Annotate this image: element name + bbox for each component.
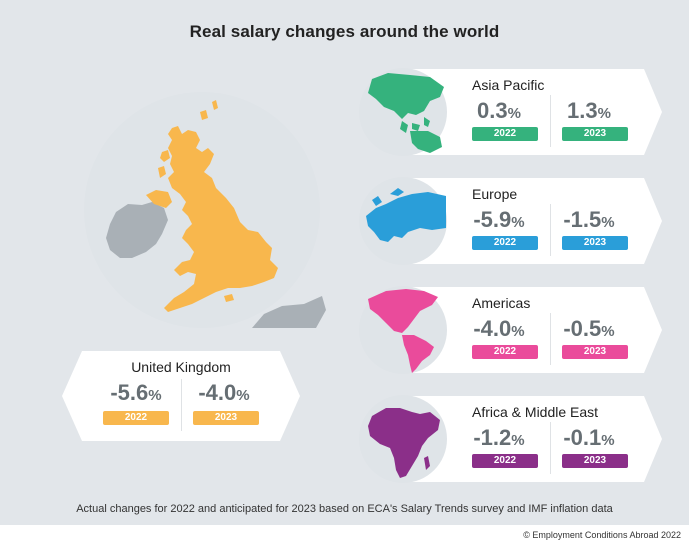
americas-card: Americas -4.0% 2022 -0.5% 2023 — [398, 287, 662, 373]
uk-card: United Kingdom -5.6% 2022 -4.0% 2023 — [62, 351, 300, 441]
americas-2023-badge: 2023 — [562, 345, 628, 359]
uk-card-separator — [181, 379, 182, 431]
asia-pacific-map-icon — [359, 68, 447, 156]
copyright-credit: © Employment Conditions Abroad 2022 — [523, 530, 681, 540]
footnote: Actual changes for 2022 and anticipated … — [76, 503, 613, 515]
asia-pacific-card-separator — [550, 95, 551, 147]
africa-middle-east-2022-value: -1.2% — [463, 426, 535, 453]
americas-2022-value-unit: % — [511, 323, 525, 340]
asia-pacific-2022-badge: 2022 — [472, 127, 538, 141]
uk-2023-value-number: -4.0 — [198, 380, 237, 405]
asia-pacific-2022-value-unit: % — [507, 105, 521, 122]
chart-title: Real salary changes around the world — [189, 22, 500, 41]
asia-pacific-2022-value: 0.3% — [463, 99, 535, 126]
europe-2022-value-number: -5.9 — [473, 207, 512, 232]
asia-pacific-region-name: Asia Pacific — [472, 77, 545, 93]
uk-2023-badge: 2023 — [193, 411, 259, 425]
asia-pacific-2022-value-number: 0.3 — [477, 98, 508, 123]
americas-2022-badge: 2022 — [472, 345, 538, 359]
africa-middle-east-card-separator — [550, 422, 551, 474]
americas-2023-value-number: -0.5 — [563, 316, 602, 341]
europe-2022-badge: 2022 — [472, 236, 538, 250]
americas-card-separator — [550, 313, 551, 365]
asia-pacific-2023-value-number: 1.3 — [567, 98, 598, 123]
uk-2022-value-unit: % — [148, 387, 162, 404]
asia-pacific-card: Asia Pacific 0.3% 2022 1.3% 2023 — [398, 69, 662, 155]
asia-pacific-2023-value-unit: % — [597, 105, 611, 122]
uk-map-icon — [84, 92, 326, 328]
africa-middle-east-2023-badge: 2023 — [562, 454, 628, 468]
africa-middle-east-2022-value-unit: % — [511, 432, 525, 449]
europe-2022-value: -5.9% — [463, 208, 535, 235]
uk-2023-value-unit: % — [236, 387, 250, 404]
asia-pacific-2023-value: 1.3% — [553, 99, 625, 126]
uk-2022-badge: 2022 — [103, 411, 169, 425]
europe-map-icon — [359, 177, 447, 265]
europe-card: Europe -5.9% 2022 -1.5% 2023 — [398, 178, 662, 264]
europe-2023-value: -1.5% — [553, 208, 625, 235]
uk-2022-value-number: -5.6 — [110, 380, 149, 405]
europe-2023-badge: 2023 — [562, 236, 628, 250]
africa-middle-east-2023-value-number: -0.1 — [563, 425, 602, 450]
africa-middle-east-2023-value-unit: % — [601, 432, 615, 449]
africa-middle-east-2022-value-number: -1.2 — [473, 425, 512, 450]
europe-card-separator — [550, 204, 551, 256]
europe-2023-value-unit: % — [601, 214, 615, 231]
africa-middle-east-card: Africa & Middle East -1.2% 2022 -0.1% 20… — [398, 396, 662, 482]
africa-middle-east-2022-badge: 2022 — [472, 454, 538, 468]
africa-middle-east-region-name: Africa & Middle East — [472, 404, 599, 420]
americas-region-name: Americas — [472, 295, 531, 311]
europe-2023-value-number: -1.5 — [563, 207, 602, 232]
europe-region-name: Europe — [472, 186, 518, 202]
americas-2022-value: -4.0% — [463, 317, 535, 344]
asia-pacific-2023-badge: 2023 — [562, 127, 628, 141]
uk-region-name: United Kingdom — [131, 359, 231, 375]
africa-middle-east-map-icon — [359, 395, 447, 483]
europe-2022-value-unit: % — [511, 214, 525, 231]
americas-2023-value-unit: % — [601, 323, 615, 340]
uk-2023-value: -4.0% — [188, 381, 260, 408]
africa-middle-east-2023-value: -0.1% — [553, 426, 625, 453]
americas-map-icon — [359, 286, 447, 374]
uk-2022-value: -5.6% — [100, 381, 172, 408]
americas-2022-value-number: -4.0 — [473, 316, 512, 341]
americas-2023-value: -0.5% — [553, 317, 625, 344]
